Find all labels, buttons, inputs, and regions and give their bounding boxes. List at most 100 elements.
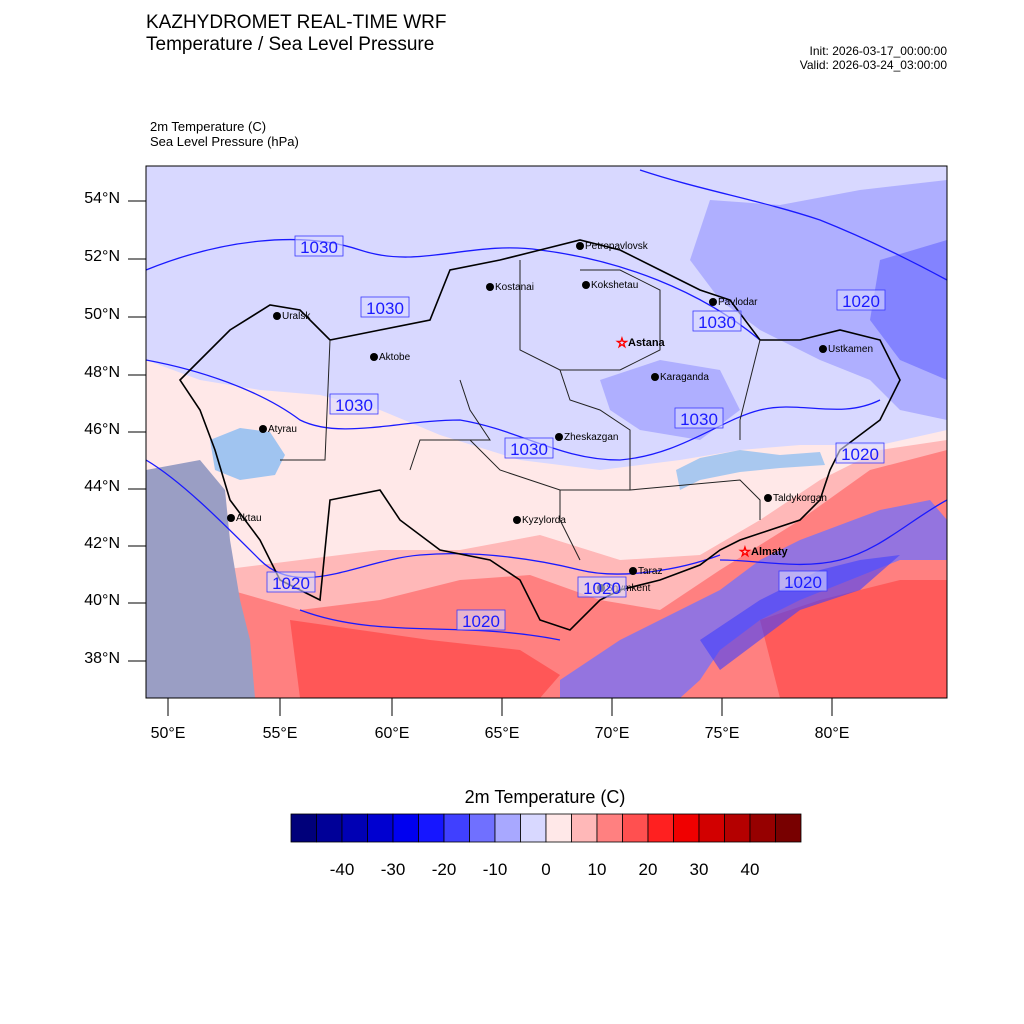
temp-band-mountain-colder <box>700 555 900 670</box>
lat-tick-label: 46°N <box>84 421 120 438</box>
isobar-1020-east <box>719 499 947 566</box>
city-name: Pavlodar <box>718 297 758 308</box>
colorbar-swatch <box>622 813 649 843</box>
city-dot-kokshetau <box>582 281 590 289</box>
colorbar-swatch <box>673 813 700 843</box>
city-name: Zheskazgan <box>564 432 618 443</box>
region-border-2 <box>409 379 491 471</box>
colorbar-swatch <box>494 813 521 843</box>
temp-band-northeast-cold <box>870 240 947 380</box>
city-name: Ustkamen <box>828 344 873 355</box>
city-name: Kokshetau <box>591 280 638 291</box>
lon-tick-label: 50°E <box>150 725 186 742</box>
lon-tick-label: 60°E <box>374 725 410 742</box>
city-dot-aktau <box>227 514 235 522</box>
city-dot-zheskazgan <box>555 433 563 441</box>
init-time: Init: 2026-03-17_00:00:00 <box>809 44 947 58</box>
colorbar-swatch <box>775 813 802 843</box>
city-dot-karaganda <box>651 373 659 381</box>
region-borders <box>280 260 761 561</box>
capital-name: Almaty <box>751 546 789 558</box>
region-border-5 <box>469 439 761 520</box>
colorbar-tick-label: -10 <box>482 860 508 879</box>
colorbar-swatch <box>749 813 776 843</box>
colorbar-swatch <box>647 813 674 843</box>
lat-tick-label: 40°N <box>84 592 120 609</box>
temperature-field <box>146 166 947 698</box>
lon-ticks <box>167 698 833 716</box>
map-title: KAZHYDROMET REAL-TIME WRF Temperature / … <box>146 12 447 56</box>
city-name: Uralsk <box>282 311 311 322</box>
city-dot-uralsk <box>273 312 281 320</box>
city-dot-taldykorgan <box>764 494 772 502</box>
lat-tick-label: 48°N <box>84 364 120 381</box>
isobar-1030-north <box>146 238 761 341</box>
city-dot-petropavlovsk <box>576 242 584 250</box>
lat-tick-label: 38°N <box>84 650 120 667</box>
valid-time: Valid: 2026-03-24_03:00:00 <box>799 58 947 72</box>
colorbar-swatch <box>596 813 623 843</box>
city-markers: ☆ ☆ <box>227 242 827 592</box>
city-name: Atyrau <box>268 424 297 435</box>
region-border-7 <box>739 339 761 440</box>
lake-balkhash <box>676 450 825 490</box>
isobar-label: 1020 <box>272 574 310 593</box>
capital-star-astana: ☆ <box>616 335 628 350</box>
isobar-1020-south <box>299 609 561 641</box>
colorbar-swatch <box>367 813 394 843</box>
temp-band-hotter-east <box>760 580 947 698</box>
colorbar-swatch <box>443 813 470 843</box>
isobar-label: 1030 <box>680 410 718 429</box>
city-name: Taraz <box>638 566 662 577</box>
lat-tick-label: 54°N <box>84 190 120 207</box>
temp-band-hotter <box>290 620 560 698</box>
isobar-label: 1030 <box>366 299 404 318</box>
temp-band-mountain-cold <box>560 500 947 698</box>
region-border-1 <box>280 339 331 461</box>
colorbar-swatch <box>469 813 496 843</box>
city-names: Petropavlovsk Kostanai Kokshetau Uralsk … <box>236 241 873 594</box>
lat-tick-label: 50°N <box>84 306 120 323</box>
colorbar-tick-label: 0 <box>541 860 551 879</box>
colorbar-tick-label: 20 <box>638 860 658 879</box>
colorbar-swatch <box>724 813 751 843</box>
pressure-field-label: Sea Level Pressure (hPa) <box>150 134 299 149</box>
colorbar-tick-label: 10 <box>587 860 607 879</box>
colorbar-title: 2m Temperature (C) <box>464 787 626 807</box>
isobar-label: 1020 <box>842 292 880 311</box>
colorbar-swatch <box>520 813 547 843</box>
field-labels: 2m Temperature (C) Sea Level Pressure (h… <box>150 119 299 149</box>
colorbar-tick-label: -30 <box>380 860 406 879</box>
north-caspian <box>210 428 285 480</box>
region-border-4 <box>559 369 631 490</box>
city-dot-kostanai <box>486 283 494 291</box>
city-dot-kyzylorda <box>513 516 521 524</box>
city-dot-atyrau <box>259 425 267 433</box>
isobar-label: 1020 <box>784 573 822 592</box>
city-dot-aktobe <box>370 353 378 361</box>
city-name: Kyzylorda <box>522 515 566 526</box>
colorbar-swatch <box>545 813 572 843</box>
colorbar <box>290 813 802 843</box>
region-border-6 <box>559 490 581 561</box>
lat-tick-label: 42°N <box>84 535 120 552</box>
capital-name: Astana <box>628 337 666 349</box>
run-info: Init: 2026-03-17_00:00:00 Valid: 2026-03… <box>800 44 947 72</box>
lon-tick-label: 80°E <box>814 725 850 742</box>
lat-ticks <box>128 200 146 662</box>
city-dot-pavlodar <box>709 298 717 306</box>
colorbar-swatch <box>392 813 419 843</box>
city-name: Karaganda <box>660 372 709 383</box>
isobar-labels: 1030 1030 1030 1030 1030 1030 1020 1020 … <box>266 235 886 631</box>
city-name: Aktobe <box>379 352 411 363</box>
colorbar-swatch <box>571 813 598 843</box>
temp-band-northeast <box>690 180 947 420</box>
lon-tick-label: 65°E <box>484 725 520 742</box>
isobar-label: 1020 <box>583 579 621 598</box>
colorbar-tick-label: 30 <box>689 860 709 879</box>
capital-star-almaty: ☆ <box>739 544 751 559</box>
colorbar-tick-label: 40 <box>740 860 760 879</box>
region-border-3 <box>519 260 661 371</box>
title-line-1: KAZHYDROMET REAL-TIME WRF <box>146 12 447 33</box>
city-dot-ustkamen <box>819 345 827 353</box>
